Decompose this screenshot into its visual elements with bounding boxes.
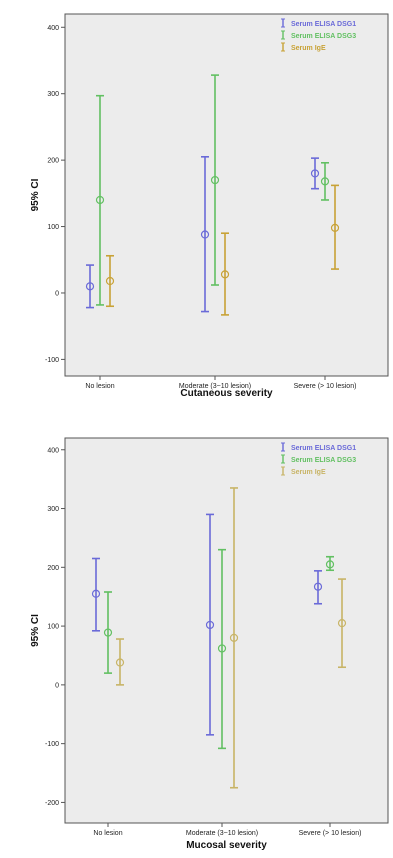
error-bar-1-2 [320, 161, 330, 201]
chart-cutaneous-severity: -100 0 100 200 300 400 95% CI No lesion Moderate… [30, 13, 389, 399]
y-tick-label: 300 [47, 91, 59, 98]
mean-point [229, 633, 239, 642]
x-tick-label: No lesion [93, 830, 122, 837]
mean-point [200, 230, 210, 239]
legend-entry: Serum IgE [291, 45, 326, 52]
mean-point [330, 223, 340, 232]
error-bar-2-1 [229, 487, 239, 789]
legend-entry: Serum IgE [291, 469, 326, 476]
mean-point [217, 644, 227, 653]
mean-point [313, 582, 323, 591]
chart-svg-mucosal: -200 -100 0 100 200 300 400 95% CI No lesion Mode… [30, 437, 389, 851]
y-tick-label: 100 [47, 224, 59, 231]
error-bar-0-2 [313, 570, 323, 605]
x-tick-label: Moderate (3~10 lesion) [186, 830, 258, 837]
y-tick-label: 0 [55, 682, 59, 689]
y-tick-label: 200 [47, 565, 59, 572]
y-tick-label: -100 [45, 741, 59, 748]
error-bar-2-2 [337, 578, 347, 669]
error-bar-0-2 [310, 157, 320, 190]
mean-point [95, 195, 105, 205]
error-bar-2-2 [330, 184, 340, 270]
y-tick-label: 100 [47, 624, 59, 631]
error-bar-0-0 [85, 264, 95, 309]
error-bar-1-1 [217, 548, 227, 750]
mean-point [91, 589, 101, 598]
mean-point [310, 169, 320, 178]
error-bar-2-0 [115, 638, 125, 686]
mean-point [105, 276, 115, 286]
plot-area [64, 13, 389, 377]
mean-point [103, 628, 113, 637]
x-tick-label: Severe (> 10 lesion) [299, 830, 362, 837]
error-bar-1-0 [103, 591, 113, 674]
mean-point [205, 620, 215, 630]
y-tick-label: 200 [47, 158, 59, 165]
mean-point [325, 560, 335, 569]
y-axis-title: 95% CI [30, 614, 41, 647]
y-axis-title: 95% CI [30, 178, 41, 211]
legend-entry: Serum ELISA DSG3 [291, 457, 356, 464]
legend: Serum ELISA DSG1 Serum ELISA DSG3 Serum Ig… [281, 442, 356, 476]
x-tick-label: Moderate (3~10 lesion) [179, 383, 251, 390]
legend-entry: Serum ELISA DSG1 [291, 21, 356, 28]
error-bar-0-1 [205, 513, 215, 736]
x-axis-title: Cutaneous severity [180, 388, 273, 399]
error-bar-2-0 [105, 254, 115, 308]
mean-point [210, 175, 220, 185]
mean-point [320, 177, 330, 186]
legend-entry: Serum ELISA DSG3 [291, 33, 356, 40]
x-tick-label: Severe (> 10 lesion) [294, 383, 357, 390]
y-tick-label: 400 [47, 447, 59, 454]
mean-point [115, 658, 125, 667]
error-bar-1-2 [325, 555, 335, 572]
y-tick-label: 0 [55, 290, 59, 297]
mean-point [220, 270, 230, 279]
legend: Serum ELISA DSG1 Serum ELISA DSG3 Serum Ig… [281, 18, 356, 52]
plot-area [64, 437, 389, 824]
mean-point [85, 282, 95, 291]
y-tick-label: 400 [47, 25, 59, 32]
chart-svg-cutaneous: -100 0 100 200 300 400 95% CI No lesion Moderate… [30, 13, 389, 399]
legend-entry: Serum ELISA DSG1 [291, 445, 356, 452]
error-bar-1-0 [95, 94, 105, 306]
error-bar-1-1 [210, 74, 220, 286]
x-axis-title: Mucosal severity [186, 840, 267, 851]
chart-mucosal-severity: -200 -100 0 100 200 300 400 95% CI No lesion Mode… [0, 432, 393, 858]
error-bar-0-1 [200, 156, 210, 313]
y-tick-label: -100 [45, 357, 59, 364]
y-tick-label: -200 [45, 800, 59, 807]
error-bar-0-0 [91, 557, 101, 632]
mean-point [337, 619, 347, 628]
y-tick-label: 300 [47, 506, 59, 513]
x-tick-label: No lesion [85, 383, 114, 390]
error-bar-2-1 [220, 232, 230, 316]
